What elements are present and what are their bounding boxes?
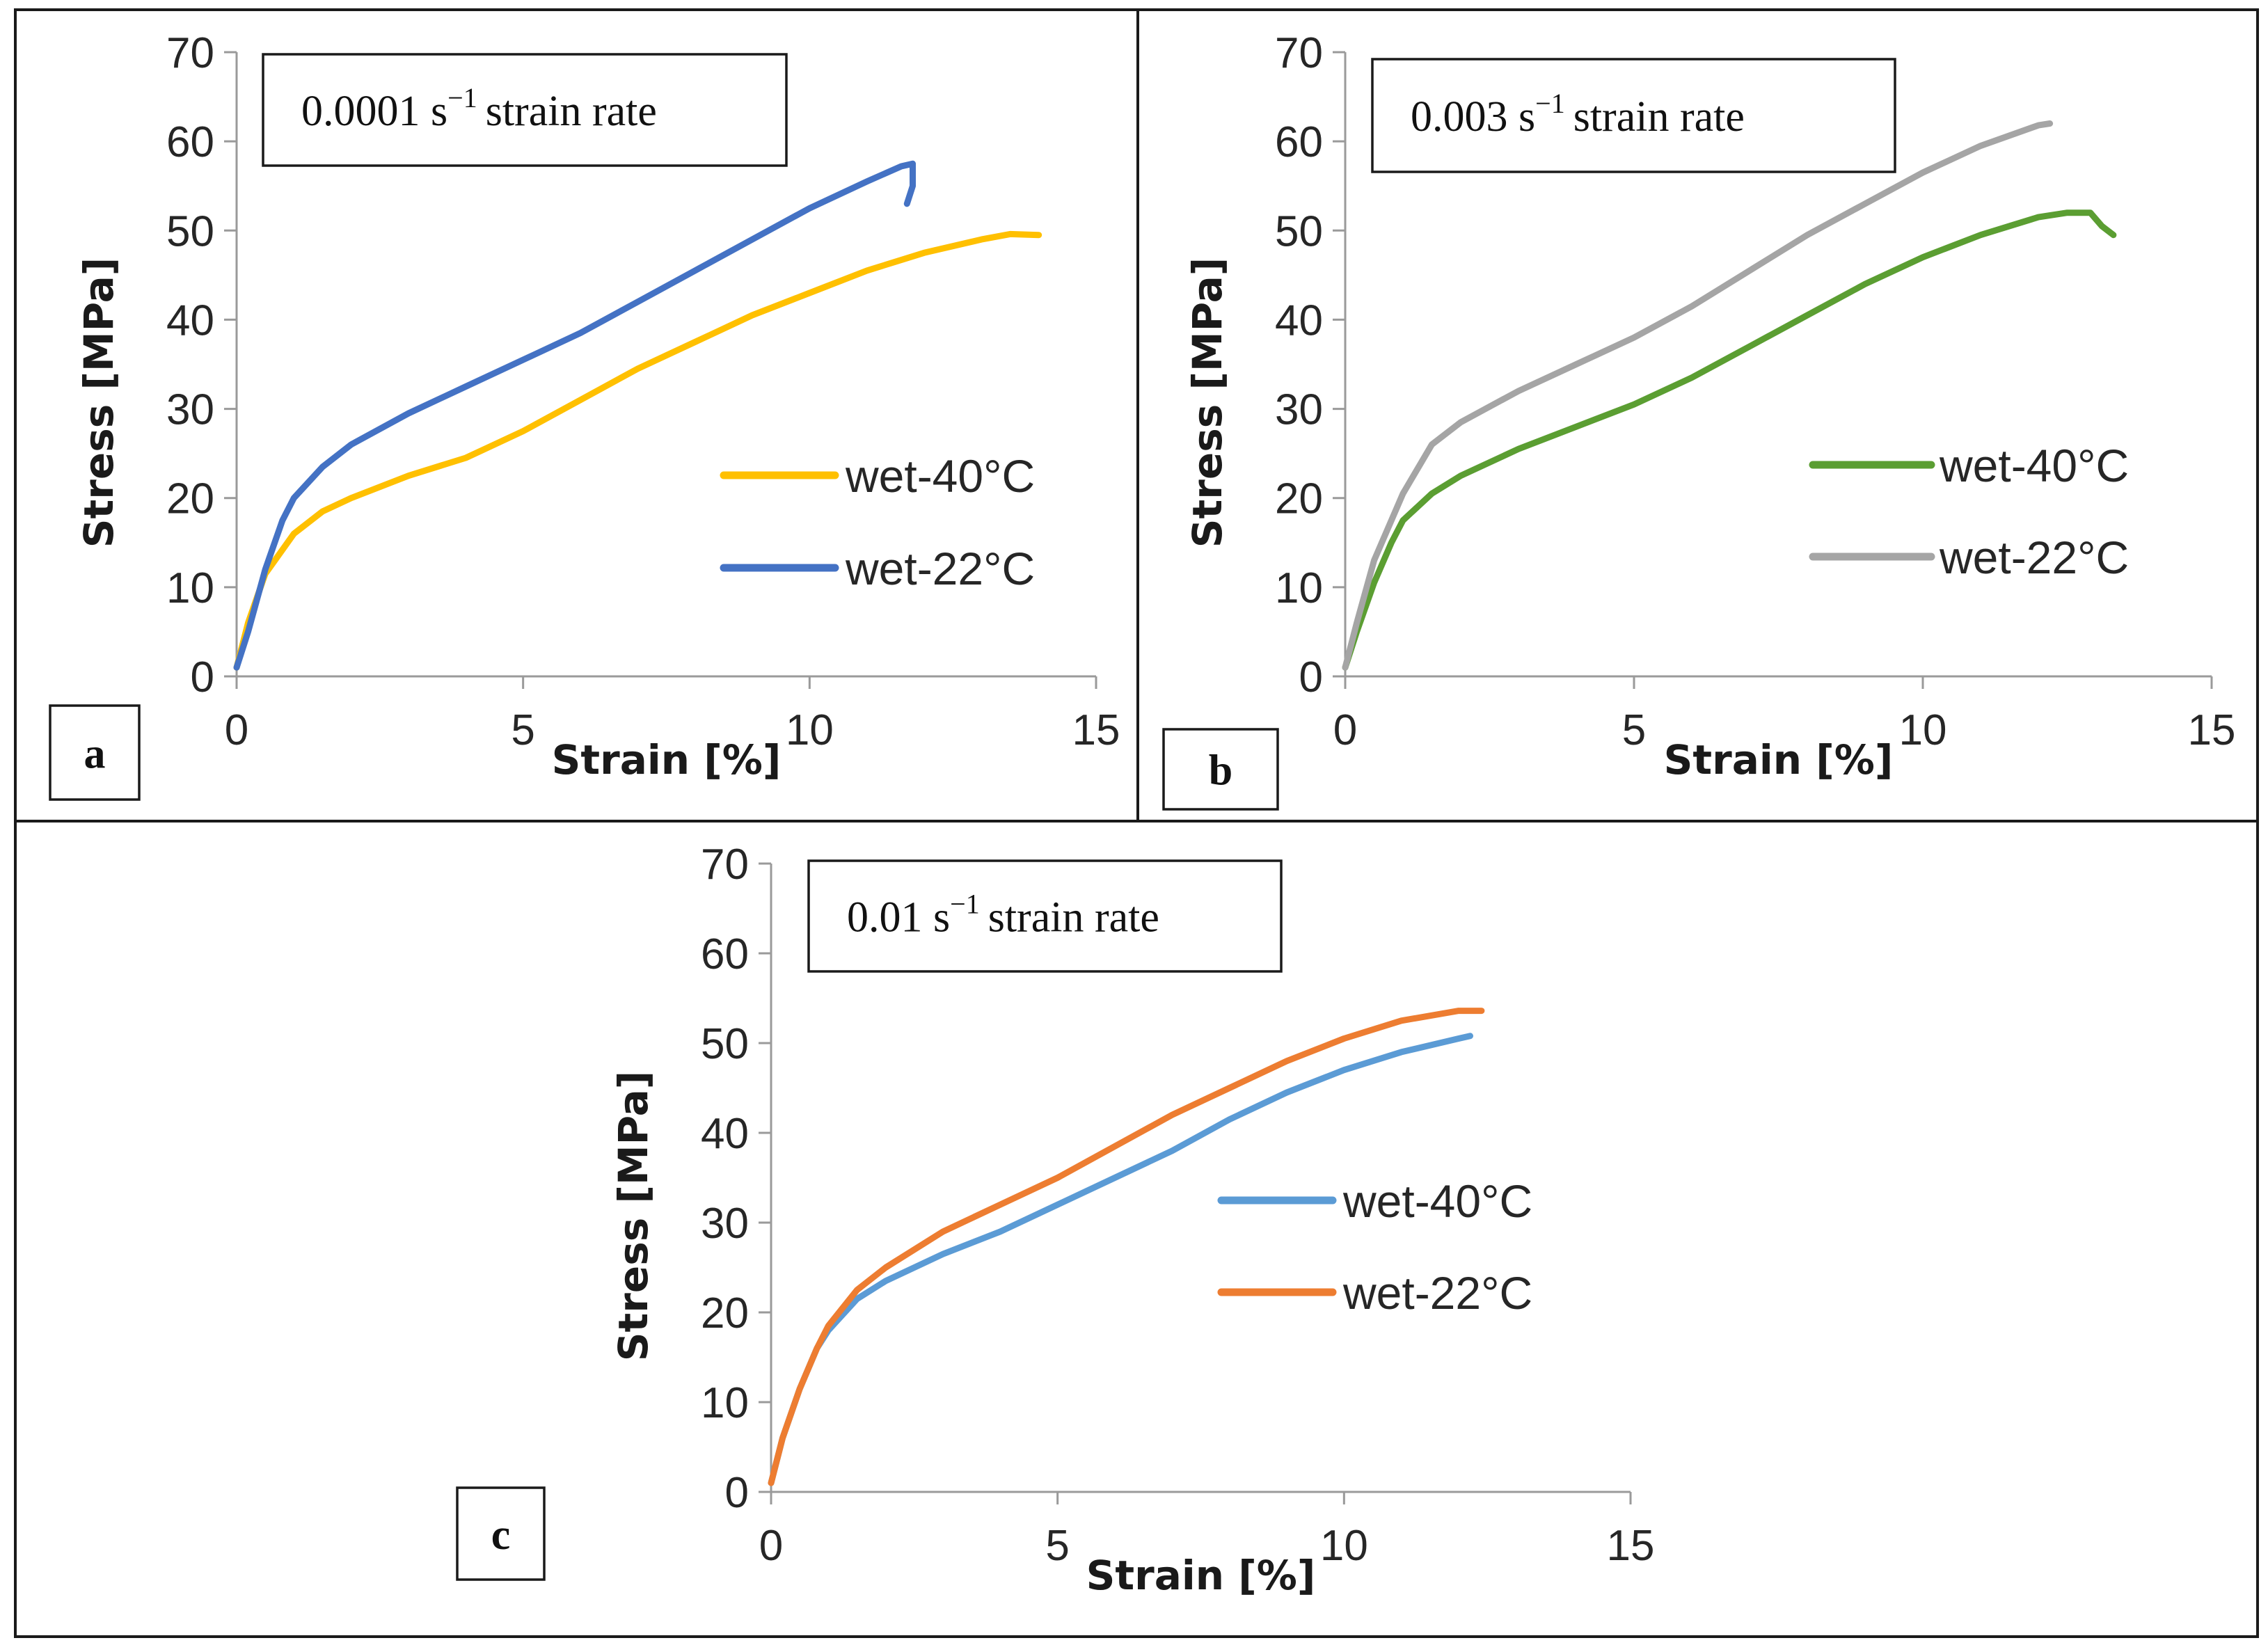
x-tick-label: 15 <box>2188 706 2236 754</box>
y-tick-label: 40 <box>166 296 214 344</box>
chart-panel-c: 0 10 20 30 40 50 60 70 0 5 10 15 Strain [%] Stress [M… <box>456 841 1655 1599</box>
y-axis-title: Stress [MPa] <box>610 1071 657 1362</box>
strain-rate-exponent: −1 <box>950 889 980 920</box>
y-tick-label: 10 <box>166 564 214 612</box>
y-tick-label: 70 <box>701 841 749 889</box>
panel-label: c <box>491 1511 511 1559</box>
y-tick-label: 30 <box>701 1200 749 1248</box>
y-tick-label: 0 <box>725 1469 749 1517</box>
series-line-wet-40 <box>233 230 1042 671</box>
y-axis-title: Stress [MPa] <box>75 257 122 548</box>
strain-rate-box <box>262 53 788 167</box>
panel-label-box <box>1162 728 1279 811</box>
chart-panel-b: 0 10 20 30 40 50 60 70 0 5 10 15 Strain [%] Stress [M… <box>1162 29 2236 811</box>
strain-rate-suffix: strain rate <box>1573 93 1745 141</box>
strain-rate-box <box>1371 58 1896 173</box>
strain-rate-value: 0.0001 s <box>301 88 447 135</box>
strain-rate-exponent: −1 <box>447 82 477 113</box>
y-tick-label: 50 <box>166 207 214 255</box>
strain-rate-label: 0.003 s−1 strain rate <box>1411 88 1745 141</box>
strain-rate-label: 0.0001 s−1 strain rate <box>301 82 657 135</box>
y-tick-label: 60 <box>1275 118 1323 166</box>
panel-label: b <box>1209 747 1232 795</box>
y-tick-label: 20 <box>166 475 214 523</box>
y-tick-label: 20 <box>1275 475 1323 523</box>
y-tick-label: 50 <box>701 1020 749 1068</box>
y-tick-label: 60 <box>166 118 214 166</box>
strain-rate-label: 0.01 s−1 strain rate <box>847 889 1159 941</box>
legend-label-wet-40: wet-40°C <box>1939 440 2129 491</box>
series-line-wet-22 <box>768 1008 1485 1486</box>
x-tick-label: 0 <box>225 706 248 754</box>
x-axis-title: Strain [%] <box>1086 1552 1316 1599</box>
strain-rate-suffix: strain rate <box>486 88 657 135</box>
strain-rate-value: 0.003 s <box>1411 93 1535 141</box>
x-tick-label: 0 <box>1333 706 1357 754</box>
x-tick-label: 15 <box>1607 1522 1655 1570</box>
x-tick-label: 0 <box>759 1522 783 1570</box>
strain-rate-suffix: strain rate <box>988 894 1159 941</box>
y-tick-label: 30 <box>166 386 214 434</box>
legend-label-wet-40: wet-40°C <box>845 450 1035 502</box>
x-tick-label: 5 <box>1622 706 1646 754</box>
panel-label-box <box>49 704 141 801</box>
legend-label-wet-40: wet-40°C <box>1342 1175 1532 1227</box>
x-tick-label: 10 <box>1899 706 1947 754</box>
x-tick-label: 10 <box>1320 1522 1368 1570</box>
series-line-wet-40 <box>1342 209 2117 671</box>
y-tick-label: 70 <box>166 29 214 77</box>
x-tick-label: 10 <box>786 706 834 754</box>
chart-panel-a: 0 10 20 30 40 50 60 70 0 5 10 15 Strain [%] Stress [M… <box>49 29 1120 801</box>
legend-label-wet-22: wet-22°C <box>1342 1267 1532 1319</box>
series-line-wet-22 <box>1342 120 2054 671</box>
x-axis-title: Strain [%] <box>1664 736 1894 784</box>
y-tick-label: 40 <box>1275 296 1323 344</box>
y-tick-label: 40 <box>701 1110 749 1158</box>
x-tick-label: 5 <box>1045 1522 1069 1570</box>
y-tick-label: 70 <box>1275 29 1323 77</box>
y-tick-label: 20 <box>701 1289 749 1337</box>
x-tick-label: 5 <box>511 706 534 754</box>
y-tick-label: 50 <box>1275 207 1323 255</box>
legend-label-wet-22: wet-22°C <box>1939 532 2129 583</box>
y-tick-label: 30 <box>1275 386 1323 434</box>
y-tick-label: 10 <box>1275 564 1323 612</box>
y-tick-label: 0 <box>1299 653 1323 701</box>
panel-frames <box>14 8 2259 1638</box>
y-axis-title: Stress [MPa] <box>1184 257 1231 548</box>
panel-label: a <box>84 731 106 778</box>
strain-rate-value: 0.01 s <box>847 894 950 941</box>
y-tick-label: 0 <box>191 653 214 701</box>
strain-rate-box <box>807 859 1283 973</box>
y-tick-label: 10 <box>701 1379 749 1427</box>
strain-rate-exponent: −1 <box>1535 88 1565 119</box>
panel-label-box <box>456 1486 546 1581</box>
series-line-wet-22 <box>233 160 916 671</box>
y-tick-label: 60 <box>701 930 749 978</box>
x-axis-title: Strain [%] <box>552 736 782 784</box>
legend-label-wet-22: wet-22°C <box>845 543 1035 594</box>
x-tick-label: 15 <box>1072 706 1120 754</box>
